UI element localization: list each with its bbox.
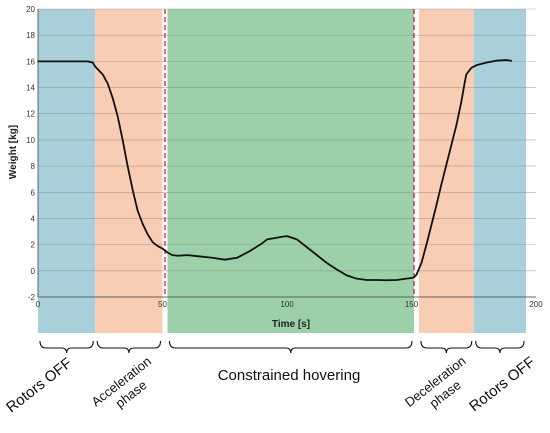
y-tick-label-3: 4 (31, 214, 36, 223)
x-tick-label-3: 150 (405, 300, 419, 309)
phase-band-3 (418, 9, 474, 333)
phase-label-rotors-off-right: Rotors OFF (466, 354, 538, 416)
transition-lines (164, 9, 415, 297)
phase-band-0 (38, 9, 96, 333)
phase-bands (38, 9, 527, 333)
y-axis-title: Weight [kg] (8, 125, 19, 179)
x-axis-title: Time [s] (272, 319, 310, 330)
y-tick-label-11: 20 (26, 5, 35, 14)
phase-label-acceleration: Acceleration phase (88, 354, 154, 411)
x-tick-label-0: 0 (36, 300, 41, 309)
x-tick-label-4: 200 (529, 300, 543, 309)
y-tick-label-4: 6 (31, 188, 36, 197)
phase-brace-3 (420, 340, 473, 354)
y-tick-label-0: -2 (28, 293, 36, 302)
phase-label-constrained-hovering: Constrained hovering (218, 367, 361, 384)
gridlines (38, 8, 536, 298)
axes (37, 9, 536, 298)
phase-braces (39, 340, 525, 354)
phase-brace-0 (39, 340, 94, 354)
y-tick-label-7: 12 (26, 110, 35, 119)
y-tick-label-1: 0 (31, 267, 36, 276)
y-tick-label-10: 18 (26, 31, 35, 40)
phase-brace-4 (475, 340, 525, 354)
y-tick-label-6: 10 (26, 136, 35, 145)
phase-brace-1 (96, 340, 162, 354)
x-tick-label-2: 100 (280, 300, 294, 309)
y-tick-label-5: 8 (31, 162, 36, 171)
y-tick-label-9: 16 (26, 57, 35, 66)
phase-label-deceleration: Deceleration phase (402, 353, 469, 411)
y-tick-label-2: 2 (31, 241, 36, 250)
weight-series-line-0 (37, 59, 512, 282)
y-tick-label-8: 14 (26, 84, 35, 93)
phase-band-2 (167, 9, 414, 333)
series-group (37, 59, 512, 282)
phase-band-4 (473, 9, 527, 333)
phase-brace-2 (168, 340, 413, 354)
phase-label-rotors-off-left: Rotors OFF (3, 355, 75, 417)
x-tick-label-1: 50 (158, 300, 167, 309)
